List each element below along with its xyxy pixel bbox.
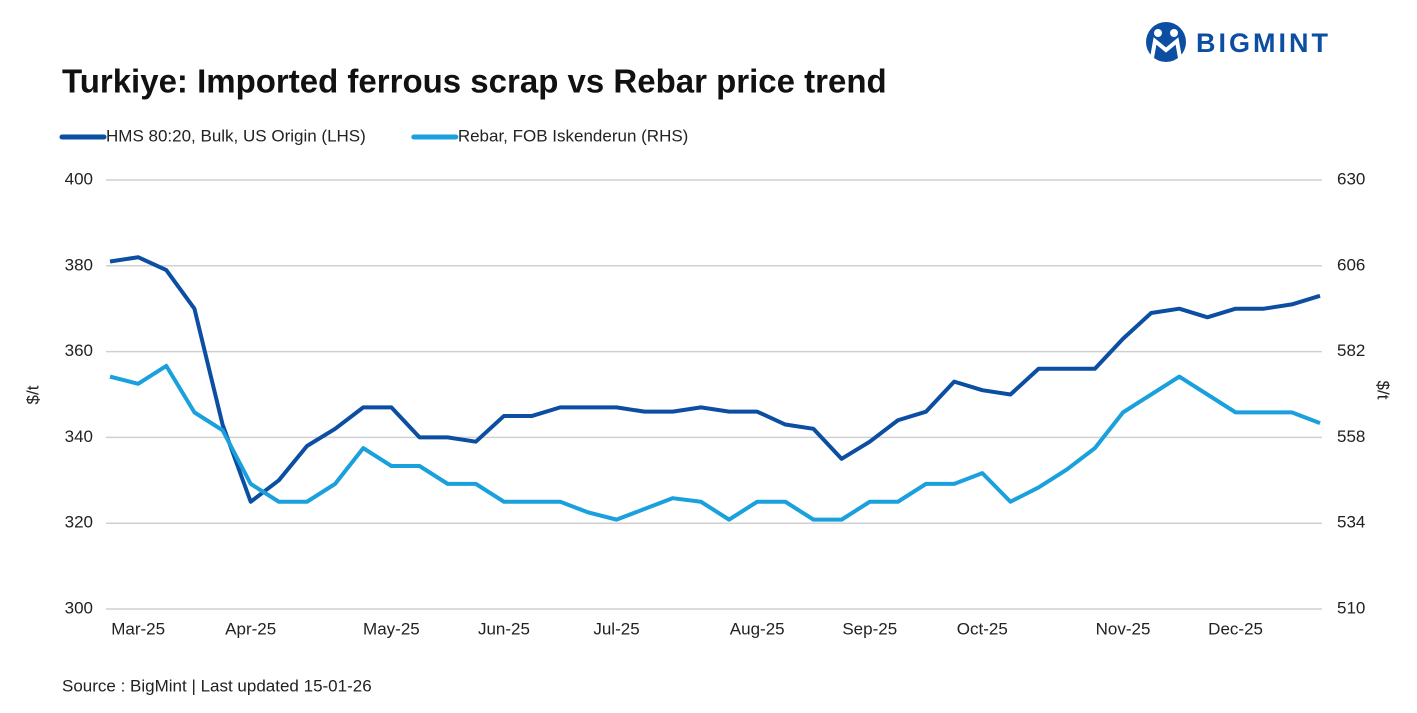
y-tick-label: 340 xyxy=(65,427,93,446)
y2-tick-label: 582 xyxy=(1337,341,1365,360)
source-note: Source : BigMint | Last updated 15-01-26 xyxy=(62,676,372,695)
series-line xyxy=(109,255,1321,504)
y2-tick-label: 630 xyxy=(1337,169,1365,188)
y-tick-label: 400 xyxy=(65,169,93,188)
x-tick-label: Dec-25 xyxy=(1208,619,1263,638)
y-tick-label: 380 xyxy=(65,255,93,274)
series-line xyxy=(109,363,1321,522)
logo-text: BIGMINT xyxy=(1196,28,1331,58)
legend-label: Rebar, FOB Iskenderun (RHS) xyxy=(458,126,689,145)
x-tick-label: Nov-25 xyxy=(1096,619,1151,638)
x-tick-label: Oct-25 xyxy=(957,619,1008,638)
y2-tick-label: 558 xyxy=(1337,427,1365,446)
legend-label: HMS 80:20, Bulk, US Origin (LHS) xyxy=(106,126,366,145)
x-tick-label: Mar-25 xyxy=(111,619,165,638)
x-tick-label: Apr-25 xyxy=(225,619,276,638)
x-tick-label: Sep-25 xyxy=(842,619,897,638)
y-tick-label: 300 xyxy=(65,598,93,617)
logo-mark xyxy=(1146,22,1186,62)
y2-axis-label: $/t xyxy=(1374,381,1393,400)
x-tick-label: Aug-25 xyxy=(730,619,785,638)
y2-tick-label: 534 xyxy=(1337,513,1365,532)
x-tick-label: May-25 xyxy=(363,619,420,638)
x-tick-label: Jul-25 xyxy=(593,619,639,638)
x-tick-label: Jun-25 xyxy=(478,619,530,638)
y2-tick-label: 510 xyxy=(1337,598,1365,617)
y-tick-label: 360 xyxy=(65,341,93,360)
y2-tick-label: 606 xyxy=(1337,255,1365,274)
chart-title: Turkiye: Imported ferrous scrap vs Rebar… xyxy=(62,63,887,100)
y-axis-label: $/t xyxy=(23,385,42,404)
y-tick-label: 320 xyxy=(65,513,93,532)
